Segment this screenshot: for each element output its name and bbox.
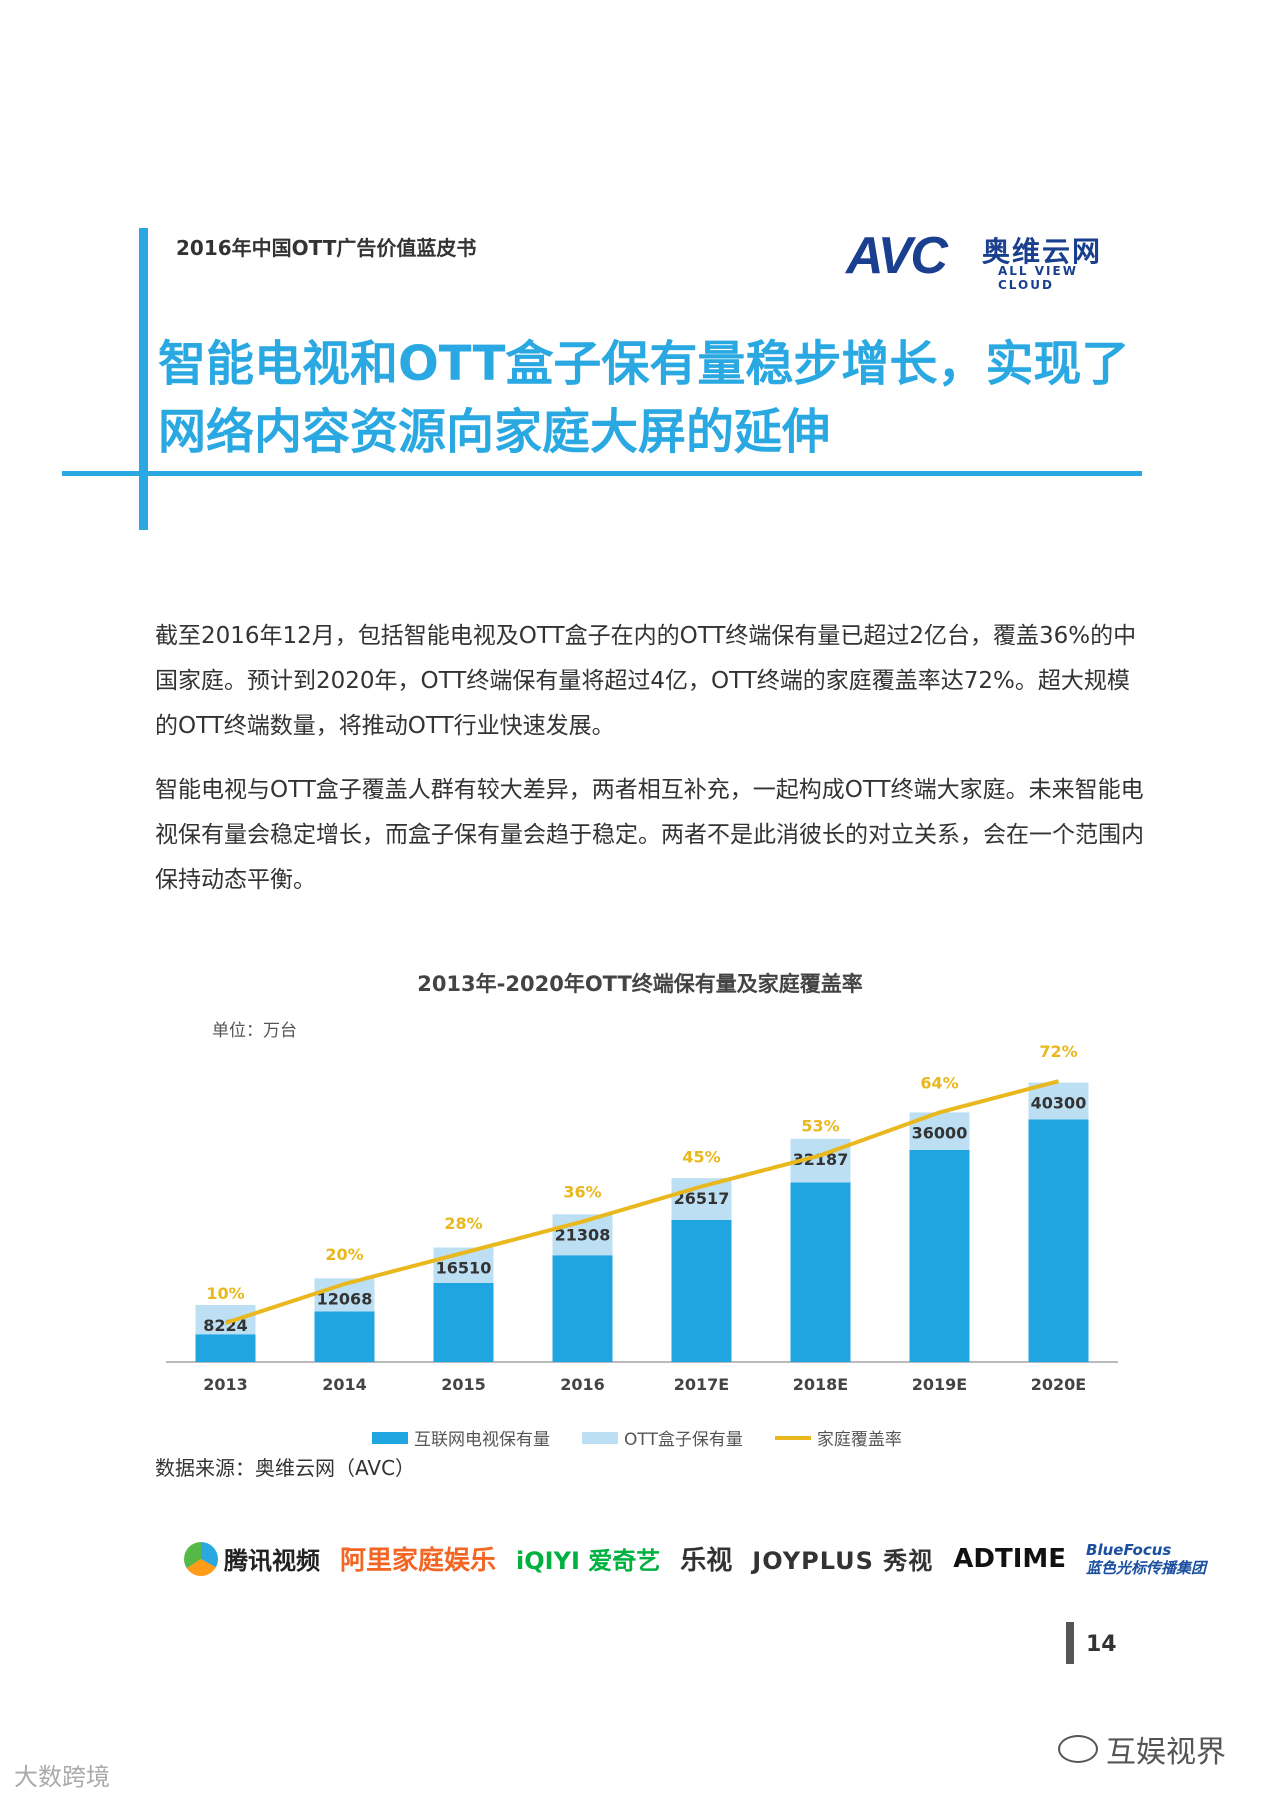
- bluefocus-cn: 蓝色光标传播集团: [1086, 1558, 1207, 1577]
- bar-total-label: 12068: [317, 1289, 373, 1308]
- tencent-video-logo: 腾讯视频: [184, 1541, 320, 1576]
- legend-swatch-coverage: [774, 1435, 811, 1440]
- accent-vertical-bar: [139, 228, 148, 530]
- chart-legend: 互联网电视保有量 OTT盒子保有量 家庭覆盖率: [372, 1425, 934, 1450]
- logo-chinese-name: 奥维云网: [982, 235, 1103, 268]
- accent-horizontal-rule: [62, 471, 1142, 476]
- watermark-right-text: 互娱视界: [1106, 1735, 1226, 1770]
- body-paragraph-2: 智能电视与OTT盒子覆盖人群有较大差异，两者相互补充，一起构成OTT终端大家庭。…: [155, 777, 1144, 893]
- watermark-left: 大数跨境: [14, 1763, 110, 1791]
- bar-ott-box: [314, 1278, 375, 1312]
- bluefocus-en: BlueFocus: [1086, 1540, 1172, 1559]
- legend-swatch-ott-box: [582, 1431, 618, 1444]
- legend-item-coverage: 家庭覆盖率: [774, 1425, 902, 1450]
- headline-line-1: 智能电视和OTT盒子保有量稳步增长，实现了: [158, 336, 1130, 392]
- page-number: 14: [1086, 1632, 1117, 1657]
- logo-english-name: ALL VIEW CLOUD: [998, 264, 1078, 292]
- bar-smart-tv: [433, 1282, 494, 1362]
- logo-mark: AVC: [846, 227, 948, 285]
- page-number-bar: [1066, 1622, 1074, 1664]
- x-tick-label: 2018E: [793, 1375, 848, 1394]
- x-tick-label: 2016: [560, 1375, 605, 1394]
- bar-smart-tv: [552, 1255, 613, 1362]
- legend-label-coverage: 家庭覆盖率: [816, 1430, 902, 1450]
- coverage-point-label: 10%: [206, 1284, 244, 1303]
- bar-smart-tv: [790, 1182, 851, 1362]
- x-tick-label: 2013: [203, 1375, 248, 1394]
- legend-item-ott-box: OTT盒子保有量: [582, 1425, 743, 1450]
- x-tick-label: 2015: [441, 1375, 486, 1394]
- ali-home-entertainment-logo: 阿里家庭娱乐: [340, 1546, 497, 1576]
- coverage-point-label: 45%: [682, 1148, 720, 1167]
- avc-logo: AVC 奥维云网 ALL VIEW CLOUD: [846, 226, 1136, 292]
- bar-smart-tv: [909, 1149, 970, 1362]
- body-paragraph-1: 截至2016年12月，包括智能电视及OTT盒子在内的OTT终端保有量已超过2亿台…: [155, 623, 1137, 739]
- legend-item-smart-tv: 互联网电视保有量: [372, 1425, 550, 1450]
- x-tick-label: 2020E: [1031, 1375, 1086, 1394]
- coverage-point-label: 72%: [1039, 1042, 1077, 1061]
- bar-ott-box: [790, 1138, 851, 1183]
- page-headline: 智能电视和OTT盒子保有量稳步增长，实现了 网络内容资源向家庭大屏的延伸: [158, 330, 1158, 466]
- headline-line-2: 网络内容资源向家庭大屏的延伸: [158, 404, 831, 460]
- chart-unit-label: 单位：万台: [212, 1021, 297, 1041]
- bar-total-label: 21308: [555, 1225, 611, 1244]
- bar-total-label: 8224: [203, 1316, 248, 1335]
- letv-logo: 乐视: [680, 1546, 733, 1576]
- coverage-line: [224, 1079, 1060, 1325]
- adtime-logo: ADTIME: [953, 1543, 1067, 1574]
- coverage-point-label: 28%: [444, 1214, 482, 1233]
- coverage-point-label: 64%: [920, 1073, 958, 1092]
- bar-smart-tv: [671, 1219, 732, 1362]
- x-tick-label: 2017E: [674, 1375, 729, 1394]
- data-source-note: 数据来源：奥维云网（AVC）: [155, 1456, 416, 1480]
- x-tick-label: 2014: [322, 1375, 367, 1394]
- bar-total-label: 36000: [912, 1123, 968, 1142]
- bar-ott-box: [433, 1247, 494, 1283]
- bar-smart-tv: [314, 1311, 375, 1362]
- legend-label-smart-tv: 互联网电视保有量: [414, 1430, 550, 1450]
- x-tick-label: 2019E: [912, 1375, 967, 1394]
- bar-smart-tv: [195, 1334, 256, 1362]
- bar-ott-box: [552, 1214, 613, 1256]
- bluefocus-logo: BlueFocus 蓝色光标传播集团: [1086, 1541, 1206, 1577]
- iqiyi-logo: iQIYI 爱奇艺: [516, 1547, 661, 1575]
- bar-total-label: 40300: [1031, 1094, 1087, 1113]
- chart-title: 2013年-2020年OTT终端保有量及家庭覆盖率: [417, 972, 863, 996]
- bar-total-label: 26517: [674, 1189, 730, 1208]
- wechat-icon: [1058, 1735, 1098, 1763]
- bar-total-label: 32187: [793, 1150, 849, 1169]
- bar-ott-box: [671, 1178, 732, 1220]
- joyplus-logo: JOYPLUS 秀视: [752, 1547, 934, 1575]
- bar-ott-box: [195, 1304, 256, 1335]
- legend-swatch-smart-tv: [372, 1431, 408, 1444]
- play-icon: [184, 1541, 218, 1576]
- bar-total-label: 16510: [436, 1259, 492, 1278]
- coverage-point-label: 36%: [563, 1183, 601, 1202]
- coverage-point-label: 20%: [325, 1245, 363, 1264]
- watermark-right: 互娱视界: [1058, 1727, 1226, 1771]
- coverage-point-label: 53%: [801, 1116, 839, 1135]
- bar-ott-box: [909, 1112, 970, 1150]
- tencent-video-text: 腾讯视频: [224, 1547, 320, 1575]
- bar-smart-tv: [1028, 1119, 1089, 1362]
- document-title: 2016年中国OTT广告价值蓝皮书: [176, 236, 477, 260]
- legend-label-ott-box: OTT盒子保有量: [624, 1430, 743, 1450]
- partner-logo-strip: 腾讯视频 阿里家庭娱乐 iQIYI 爱奇艺 乐视 JOYPLUS 秀视 ADTI…: [184, 1540, 1226, 1577]
- bar-ott-box: [1028, 1082, 1089, 1120]
